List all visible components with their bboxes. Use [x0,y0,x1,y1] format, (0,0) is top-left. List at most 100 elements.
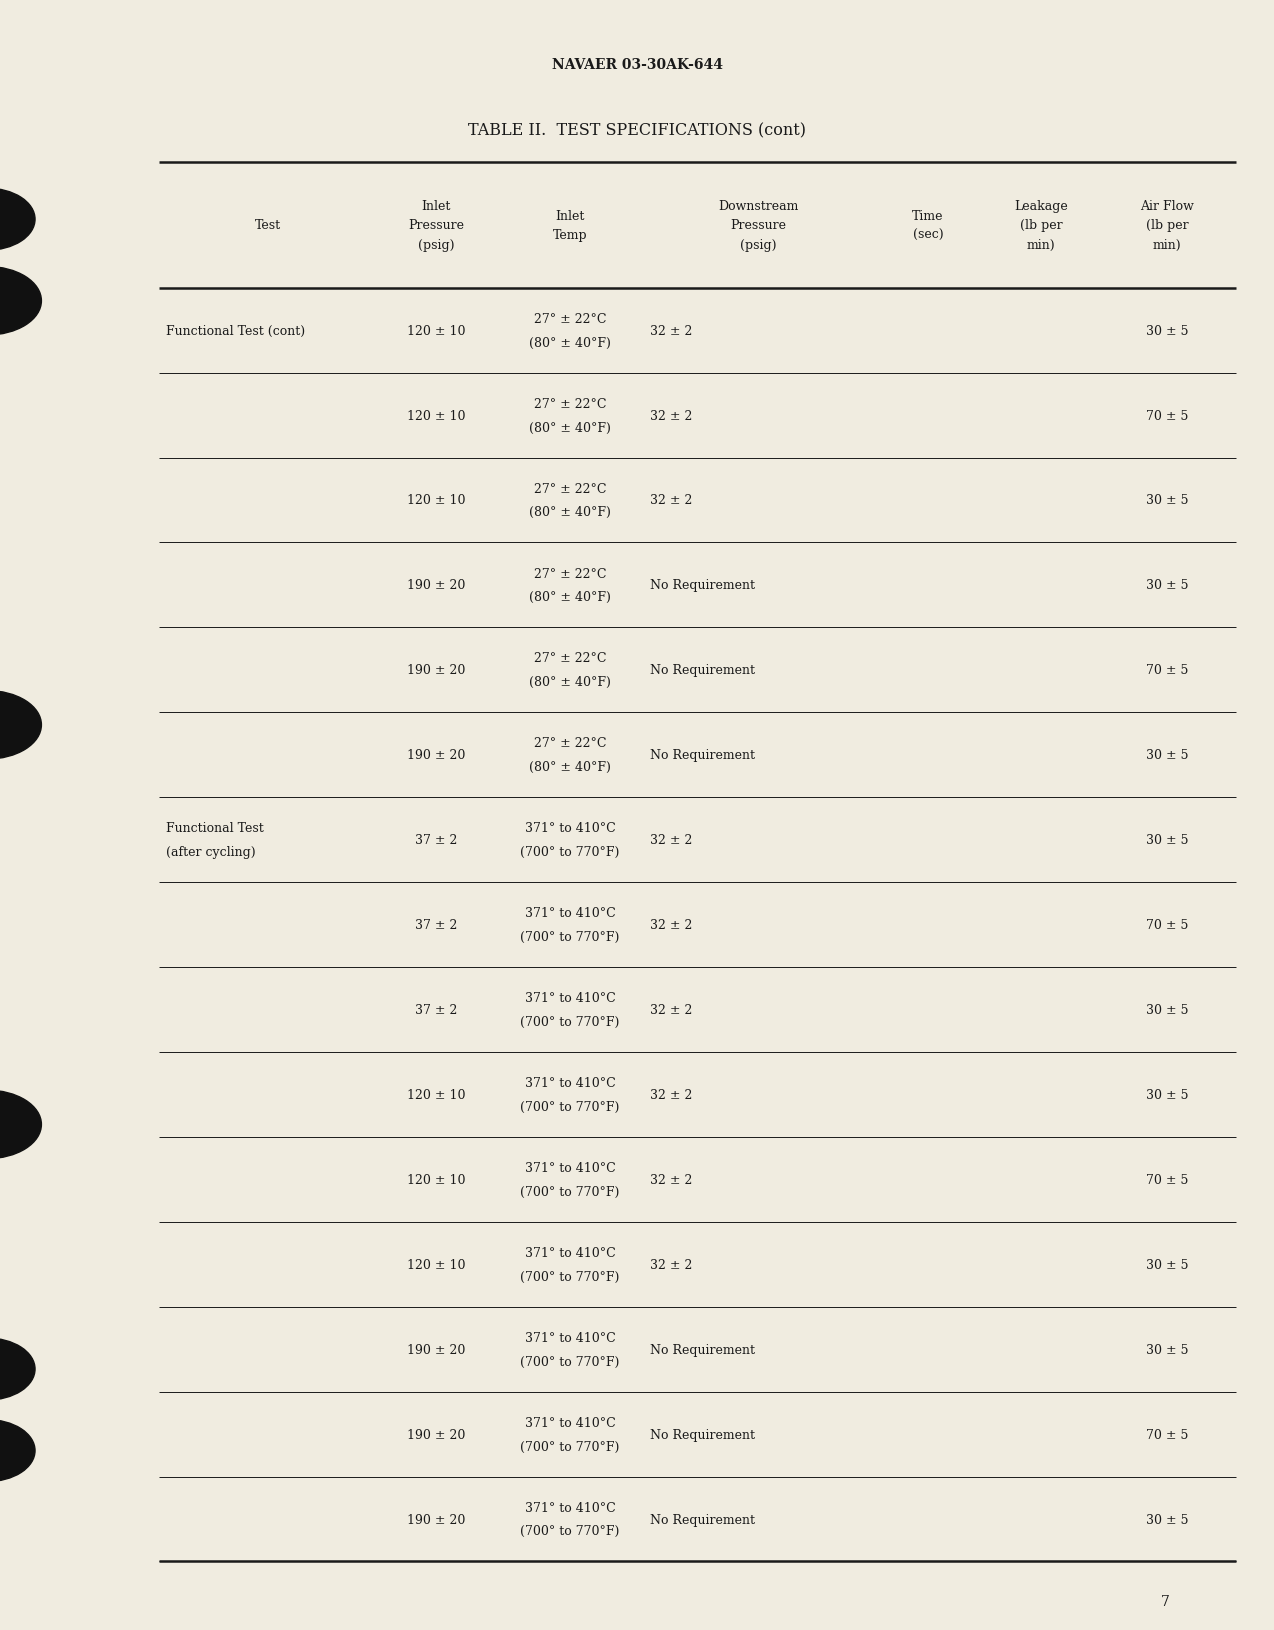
Text: 32 ± 2: 32 ± 2 [650,1174,692,1187]
Text: 32 ± 2: 32 ± 2 [650,1089,692,1102]
Text: 190 ± 20: 190 ± 20 [408,663,465,676]
Text: 27° ± 22°C: 27° ± 22°C [534,567,606,580]
Text: (psig): (psig) [418,240,455,251]
Text: (700° to 770°F): (700° to 770°F) [520,1100,620,1113]
Text: No Requirement: No Requirement [650,579,754,592]
Text: 30 ± 5: 30 ± 5 [1145,1343,1189,1356]
Text: min): min) [1027,240,1055,251]
Text: min): min) [1153,240,1181,251]
Text: 190 ± 20: 190 ± 20 [408,1428,465,1441]
Text: 70 ± 5: 70 ± 5 [1145,663,1189,676]
Text: (80° ± 40°F): (80° ± 40°F) [529,336,612,349]
Text: Inlet: Inlet [555,210,585,222]
Text: 7: 7 [1162,1594,1170,1607]
Text: Leakage: Leakage [1014,200,1068,212]
Text: 32 ± 2: 32 ± 2 [650,1258,692,1271]
Text: No Requirement: No Requirement [650,1343,754,1356]
Text: 371° to 410°C: 371° to 410°C [525,991,615,1004]
Ellipse shape [0,1338,36,1400]
Text: 32 ± 2: 32 ± 2 [650,324,692,337]
Text: Air Flow: Air Flow [1140,200,1194,212]
Text: 120 ± 10: 120 ± 10 [408,494,465,507]
Text: Functional Test (cont): Functional Test (cont) [166,324,304,337]
Text: 120 ± 10: 120 ± 10 [408,1258,465,1271]
Text: 120 ± 10: 120 ± 10 [408,1174,465,1187]
Text: 37 ± 2: 37 ± 2 [415,919,457,931]
Ellipse shape [0,1090,41,1159]
Text: No Requirement: No Requirement [650,1428,754,1441]
Text: (700° to 770°F): (700° to 770°F) [520,1270,620,1283]
Text: 37 ± 2: 37 ± 2 [415,1004,457,1017]
Text: Time: Time [912,210,944,222]
Text: (80° ± 40°F): (80° ± 40°F) [529,761,612,774]
Ellipse shape [0,1420,36,1482]
Text: 190 ± 20: 190 ± 20 [408,579,465,592]
Text: 371° to 410°C: 371° to 410°C [525,906,615,919]
Text: (psig): (psig) [740,240,776,251]
Text: 30 ± 5: 30 ± 5 [1145,748,1189,761]
Text: 70 ± 5: 70 ± 5 [1145,409,1189,422]
Text: 190 ± 20: 190 ± 20 [408,748,465,761]
Text: 32 ± 2: 32 ± 2 [650,919,692,931]
Text: Downstream: Downstream [717,200,799,212]
Text: 30 ± 5: 30 ± 5 [1145,579,1189,592]
Text: 27° ± 22°C: 27° ± 22°C [534,313,606,326]
Text: 371° to 410°C: 371° to 410°C [525,822,615,835]
Text: (700° to 770°F): (700° to 770°F) [520,1355,620,1368]
Text: (after cycling): (after cycling) [166,846,255,859]
Text: (lb per: (lb per [1019,220,1063,231]
Text: 120 ± 10: 120 ± 10 [408,1089,465,1102]
Text: 371° to 410°C: 371° to 410°C [525,1161,615,1174]
Text: 30 ± 5: 30 ± 5 [1145,1513,1189,1526]
Text: 30 ± 5: 30 ± 5 [1145,1089,1189,1102]
Text: (sec): (sec) [912,230,944,241]
Text: (80° ± 40°F): (80° ± 40°F) [529,505,612,518]
Ellipse shape [0,189,36,251]
Text: 371° to 410°C: 371° to 410°C [525,1076,615,1089]
Text: 70 ± 5: 70 ± 5 [1145,1174,1189,1187]
Text: (700° to 770°F): (700° to 770°F) [520,846,620,859]
Text: 371° to 410°C: 371° to 410°C [525,1416,615,1430]
Text: No Requirement: No Requirement [650,748,754,761]
Text: 70 ± 5: 70 ± 5 [1145,1428,1189,1441]
Text: (700° to 770°F): (700° to 770°F) [520,1439,620,1452]
Text: (700° to 770°F): (700° to 770°F) [520,1015,620,1029]
Text: 30 ± 5: 30 ± 5 [1145,324,1189,337]
Text: 190 ± 20: 190 ± 20 [408,1343,465,1356]
Text: No Requirement: No Requirement [650,1513,754,1526]
Text: 190 ± 20: 190 ± 20 [408,1513,465,1526]
Text: 371° to 410°C: 371° to 410°C [525,1332,615,1345]
Text: 371° to 410°C: 371° to 410°C [525,1501,615,1514]
Text: 30 ± 5: 30 ± 5 [1145,1004,1189,1017]
Text: NAVAER 03-30AK-644: NAVAER 03-30AK-644 [552,59,722,72]
Text: 30 ± 5: 30 ± 5 [1145,1258,1189,1271]
Text: 30 ± 5: 30 ± 5 [1145,833,1189,846]
Text: 120 ± 10: 120 ± 10 [408,324,465,337]
Text: (700° to 770°F): (700° to 770°F) [520,931,620,944]
Text: 27° ± 22°C: 27° ± 22°C [534,737,606,750]
Text: Pressure: Pressure [730,220,786,231]
Text: Inlet: Inlet [422,200,451,212]
Text: 27° ± 22°C: 27° ± 22°C [534,652,606,665]
Ellipse shape [0,267,41,336]
Text: 37 ± 2: 37 ± 2 [415,833,457,846]
Text: (lb per: (lb per [1145,220,1189,231]
Text: (80° ± 40°F): (80° ± 40°F) [529,421,612,434]
Text: No Requirement: No Requirement [650,663,754,676]
Text: Temp: Temp [553,230,587,241]
Text: 27° ± 22°C: 27° ± 22°C [534,482,606,496]
Text: 27° ± 22°C: 27° ± 22°C [534,398,606,411]
Text: Functional Test: Functional Test [166,822,264,835]
Text: Pressure: Pressure [409,220,464,231]
Text: (80° ± 40°F): (80° ± 40°F) [529,592,612,605]
Text: (80° ± 40°F): (80° ± 40°F) [529,676,612,689]
Ellipse shape [0,691,41,760]
Text: 32 ± 2: 32 ± 2 [650,409,692,422]
Text: 70 ± 5: 70 ± 5 [1145,919,1189,931]
Text: (700° to 770°F): (700° to 770°F) [520,1185,620,1198]
Text: TABLE II.  TEST SPECIFICATIONS (cont): TABLE II. TEST SPECIFICATIONS (cont) [468,122,806,139]
Text: 32 ± 2: 32 ± 2 [650,494,692,507]
Text: Test: Test [255,220,280,231]
Text: 120 ± 10: 120 ± 10 [408,409,465,422]
Text: 30 ± 5: 30 ± 5 [1145,494,1189,507]
